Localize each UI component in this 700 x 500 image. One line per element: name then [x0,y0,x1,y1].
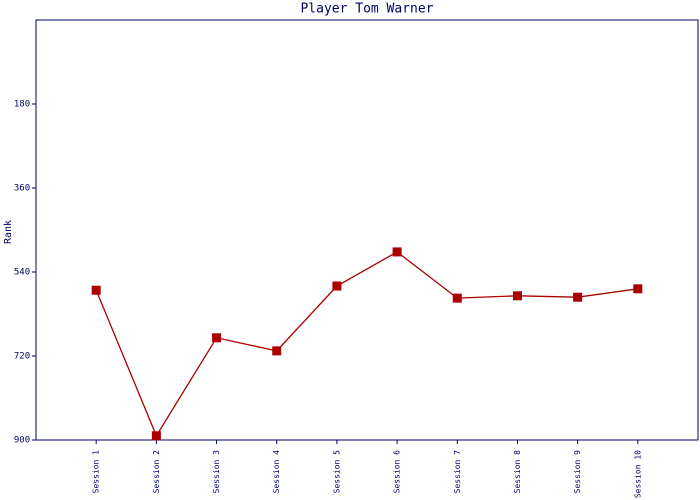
x-tick-label: Session 7 [453,450,462,494]
marker [272,346,282,356]
x-tick-label: Session 4 [272,450,281,494]
x-tick-label: Session 3 [212,450,221,494]
marker [332,281,342,291]
x-tick-label: Session 8 [513,450,522,494]
y-tick-label: 720 [14,352,30,362]
x-tick-label: Session 10 [633,450,642,498]
y-tick-label: 180 [14,100,30,110]
marker [151,431,161,441]
x-tick-label: Session 5 [332,450,341,494]
y-tick-label: 900 [14,436,30,446]
y-tick-label: 540 [14,268,30,278]
line [95,251,638,438]
marker [392,247,402,257]
plot-frame [35,19,699,441]
marker [452,293,462,303]
y-axis-label: Rank [3,220,14,244]
x-tick-label: Session 6 [393,450,402,494]
x-tick-label: Session 9 [573,450,582,494]
marker [633,284,643,294]
marker [212,333,222,343]
marker [91,285,101,295]
y-tick-label: 360 [14,184,30,194]
x-tick-label: Session 1 [92,450,101,494]
marker [573,292,583,302]
marker [512,291,522,301]
chart-title: Player Tom Warner [300,2,433,17]
x-tick-label: Session 2 [152,450,161,494]
